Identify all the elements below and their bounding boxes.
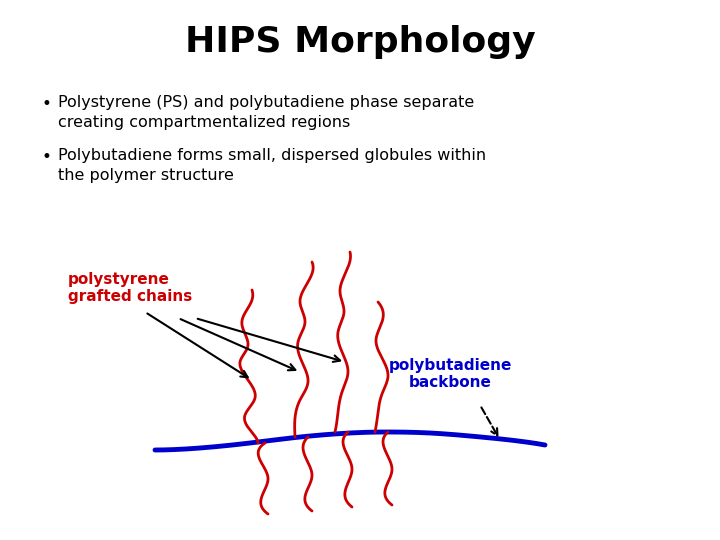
Text: the polymer structure: the polymer structure	[58, 168, 234, 183]
Text: •: •	[42, 148, 52, 166]
Text: Polybutadiene forms small, dispersed globules within: Polybutadiene forms small, dispersed glo…	[58, 148, 486, 163]
Text: creating compartmentalized regions: creating compartmentalized regions	[58, 115, 350, 130]
Text: HIPS Morphology: HIPS Morphology	[185, 25, 535, 59]
Text: polystyrene
grafted chains: polystyrene grafted chains	[68, 272, 192, 305]
Text: Polystyrene (PS) and polybutadiene phase separate: Polystyrene (PS) and polybutadiene phase…	[58, 95, 474, 110]
Text: •: •	[42, 95, 52, 113]
Text: polybutadiene
backbone: polybutadiene backbone	[388, 358, 512, 390]
